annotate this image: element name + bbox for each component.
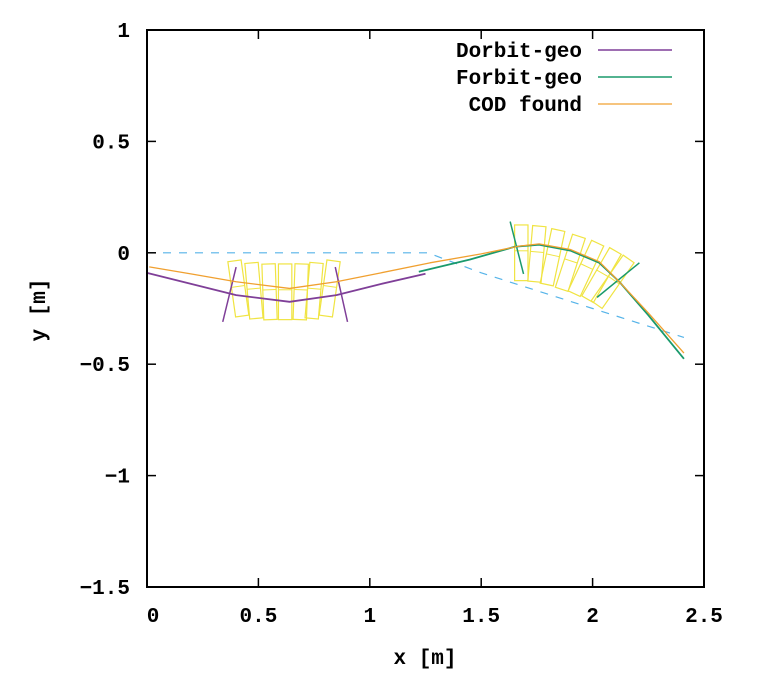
x-tick-label: 2.5: [685, 606, 723, 629]
magnet-box-divider: [546, 254, 559, 257]
magnet-box-divider: [308, 288, 321, 289]
magnet-box-outline: [245, 262, 263, 319]
magnet-box-divider: [247, 288, 260, 289]
magnet-box: [515, 225, 528, 281]
x-tick-label: 2: [586, 606, 599, 629]
y-tick-label: 1: [117, 21, 130, 44]
magnet-box: [591, 255, 634, 308]
series-line-dorbit-geo: [147, 273, 426, 302]
magnet-box-outline: [528, 226, 546, 283]
y-axis-label: y [m]: [29, 278, 52, 341]
y-tick-label: −1: [105, 467, 130, 490]
plot-frame: [147, 30, 704, 587]
magnet-box-outline: [515, 225, 528, 281]
y-tick-label: −1.5: [80, 578, 130, 601]
legend-label: Dorbit-geo: [456, 41, 582, 64]
magnet-box: [278, 264, 291, 320]
y-tick-label: −0.5: [80, 355, 130, 378]
y-tick-label: 0: [117, 244, 130, 267]
x-tick-label: 0.5: [239, 606, 277, 629]
magnet-box-outline: [262, 264, 277, 320]
magnet-box-divider: [565, 259, 578, 263]
legend: Dorbit-geo Forbit-geo COD found: [456, 41, 672, 118]
series-line-cod-found: [149, 244, 684, 353]
magnet-box: [262, 264, 277, 320]
magnet-box: [245, 262, 263, 319]
magnet-box-outline: [278, 264, 291, 320]
magnet-box-outline: [591, 255, 634, 308]
legend-label: COD found: [469, 95, 582, 118]
y-tick-label: 0.5: [92, 132, 130, 155]
magnet-box-divider: [597, 270, 609, 277]
magnet-box-divider: [231, 286, 244, 288]
magnet-box: [528, 226, 546, 283]
magnet-box-divider: [323, 286, 336, 288]
legend-label: Forbit-geo: [456, 68, 582, 91]
series-line-forbit-geo: [419, 245, 684, 359]
x-tick-label: 1: [363, 606, 376, 629]
magnet-box-divider: [581, 264, 593, 270]
magnet-box-divider: [530, 251, 543, 252]
x-tick-label: 0: [147, 606, 160, 629]
x-tick-label: 1.5: [462, 606, 500, 629]
x-axis-label: x [m]: [393, 648, 456, 671]
